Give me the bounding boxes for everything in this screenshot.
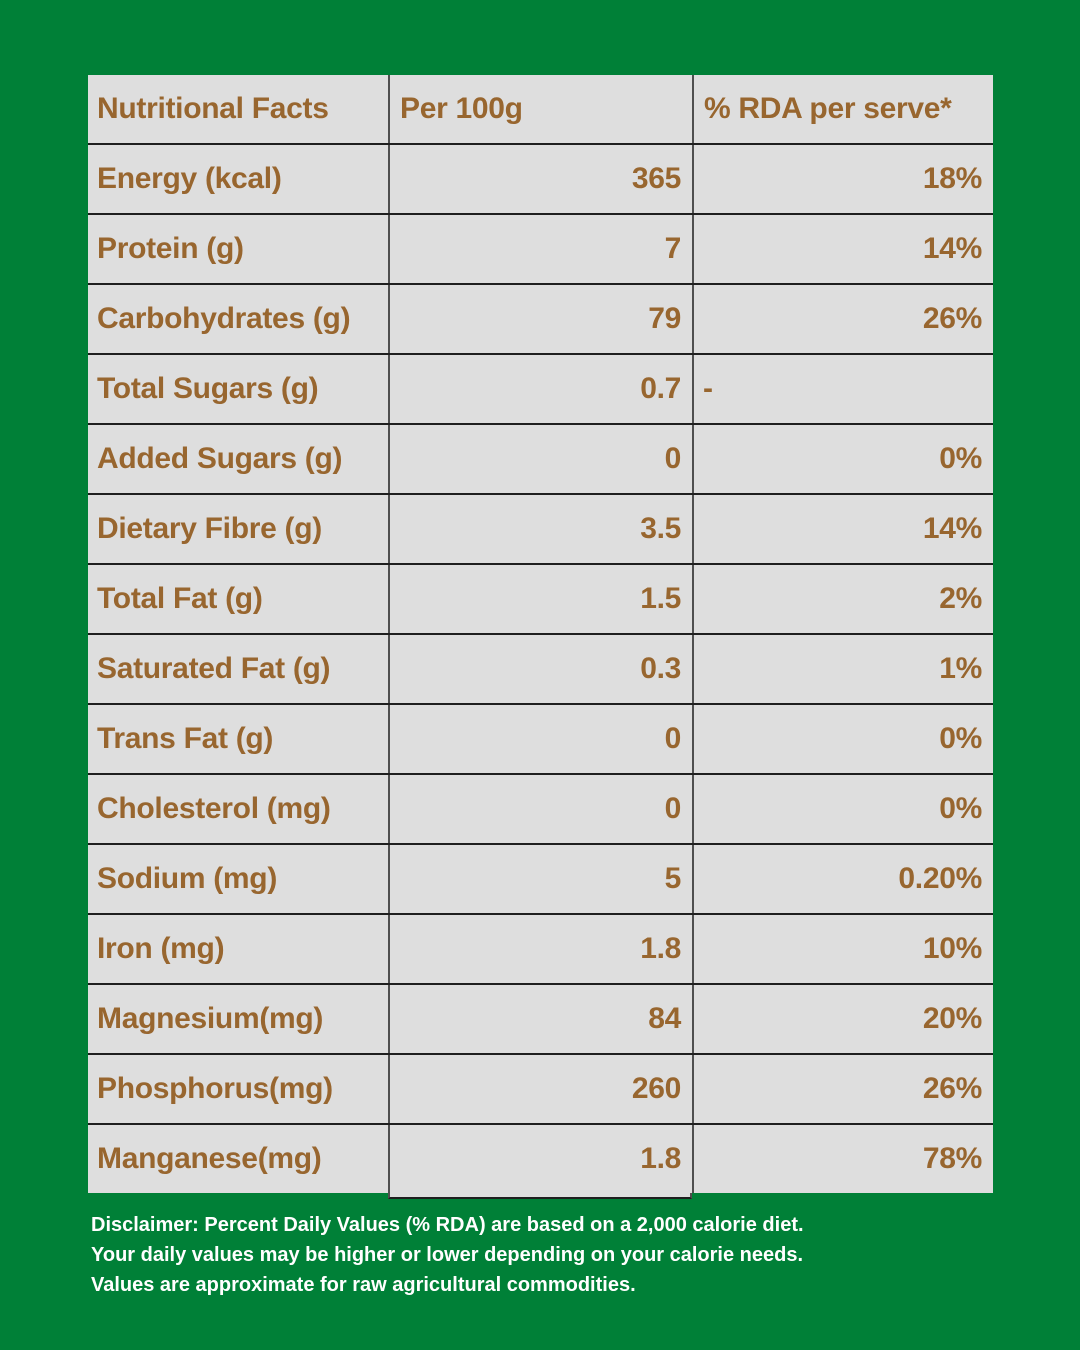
per-100g-value: 3.5 <box>388 495 692 563</box>
nutrient-label: Manganese(mg) <box>88 1125 388 1193</box>
rda-value: 14% <box>692 215 993 283</box>
table-row: Protein (g) 7 14% <box>88 213 993 283</box>
per-100g-value: 0 <box>388 705 692 773</box>
disclaimer-line-1: Disclaimer: Percent Daily Values (% RDA)… <box>91 1214 804 1236</box>
per-100g-value: 7 <box>388 215 692 283</box>
nutrient-label: Cholesterol (mg) <box>88 775 388 843</box>
nutrient-label: Total Sugars (g) <box>88 355 388 423</box>
rda-value: 78% <box>692 1125 993 1193</box>
disclaimer-line-2: Your daily values may be higher or lower… <box>91 1244 804 1266</box>
nutrient-label: Magnesium(mg) <box>88 985 388 1053</box>
rda-value: 0% <box>692 705 993 773</box>
nutrient-label: Protein (g) <box>88 215 388 283</box>
rda-value: 0% <box>692 775 993 843</box>
rda-value: 26% <box>692 1055 993 1123</box>
per-100g-value: 0.7 <box>388 355 692 423</box>
nutrient-label: Iron (mg) <box>88 915 388 983</box>
table-row: Iron (mg) 1.8 10% <box>88 913 993 983</box>
table-row: Trans Fat (g) 0 0% <box>88 703 993 773</box>
nutrient-label: Phosphorus(mg) <box>88 1055 388 1123</box>
table-row: Total Sugars (g) 0.7 - <box>88 353 993 423</box>
per-100g-value: 79 <box>388 285 692 353</box>
disclaimer-text: Disclaimer: Percent Daily Values (% RDA)… <box>91 1210 1031 1300</box>
per-100g-value: 1.8 <box>388 1125 692 1193</box>
nutrient-label: Dietary Fibre (g) <box>88 495 388 563</box>
per-100g-value: 0 <box>388 775 692 843</box>
per-100g-value: 365 <box>388 145 692 213</box>
header-rda-per-serve: % RDA per serve* <box>692 75 993 143</box>
table-row: Manganese(mg) 1.8 78% <box>88 1123 993 1193</box>
nutrient-label: Saturated Fat (g) <box>88 635 388 703</box>
table-row: Magnesium(mg) 84 20% <box>88 983 993 1053</box>
rda-value: 26% <box>692 285 993 353</box>
per-100g-value: 0.3 <box>388 635 692 703</box>
table-row: Saturated Fat (g) 0.3 1% <box>88 633 993 703</box>
per-100g-value: 0 <box>388 425 692 493</box>
per-100g-value: 84 <box>388 985 692 1053</box>
nutrient-label: Added Sugars (g) <box>88 425 388 493</box>
disclaimer-line-3: Values are approximate for raw agricultu… <box>91 1274 636 1296</box>
rda-value: 20% <box>692 985 993 1053</box>
per-100g-value: 1.8 <box>388 915 692 983</box>
per-100g-value: 260 <box>388 1055 692 1123</box>
nutrient-label: Total Fat (g) <box>88 565 388 633</box>
nutrient-label: Carbohydrates (g) <box>88 285 388 353</box>
table-row: Cholesterol (mg) 0 0% <box>88 773 993 843</box>
rda-value: 1% <box>692 635 993 703</box>
table-row: Added Sugars (g) 0 0% <box>88 423 993 493</box>
table-row: Dietary Fibre (g) 3.5 14% <box>88 493 993 563</box>
header-nutritional-facts: Nutritional Facts <box>88 75 388 143</box>
middle-column-bottom-edge <box>388 1193 692 1199</box>
rda-value: 10% <box>692 915 993 983</box>
per-100g-value: 1.5 <box>388 565 692 633</box>
nutrient-label: Trans Fat (g) <box>88 705 388 773</box>
rda-value: 0.20% <box>692 845 993 913</box>
table-header-row: Nutritional Facts Per 100g % RDA per ser… <box>88 75 993 143</box>
header-per-100g: Per 100g <box>388 75 692 143</box>
nutrition-table: Nutritional Facts Per 100g % RDA per ser… <box>88 75 993 1193</box>
table-row: Carbohydrates (g) 79 26% <box>88 283 993 353</box>
table-row: Total Fat (g) 1.5 2% <box>88 563 993 633</box>
rda-value: 14% <box>692 495 993 563</box>
nutrient-label: Sodium (mg) <box>88 845 388 913</box>
nutrient-label: Energy (kcal) <box>88 145 388 213</box>
per-100g-value: 5 <box>388 845 692 913</box>
table-row: Energy (kcal) 365 18% <box>88 143 993 213</box>
table-row: Phosphorus(mg) 260 26% <box>88 1053 993 1123</box>
table-row: Sodium (mg) 5 0.20% <box>88 843 993 913</box>
rda-value: 0% <box>692 425 993 493</box>
rda-value: 18% <box>692 145 993 213</box>
rda-value: 2% <box>692 565 993 633</box>
rda-value: - <box>692 355 993 423</box>
